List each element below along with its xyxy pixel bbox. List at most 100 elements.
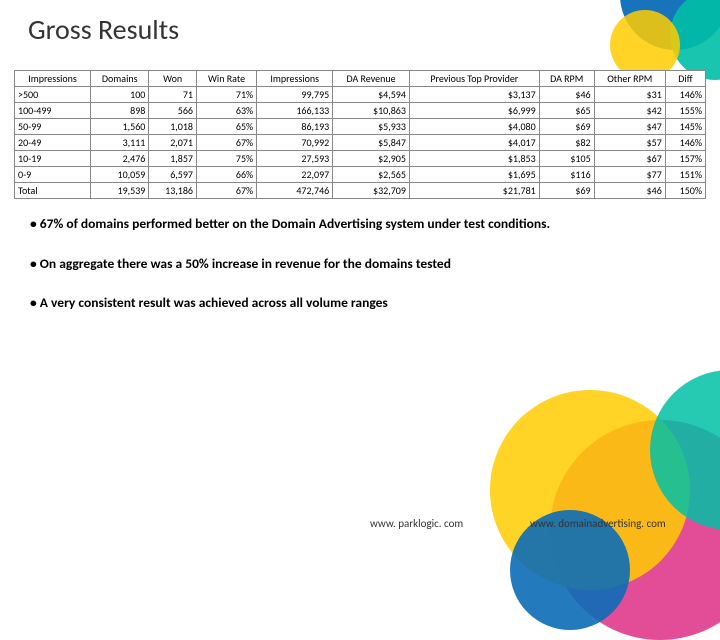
table-cell: $5,933 (333, 119, 410, 135)
table-cell: $4,080 (409, 119, 539, 135)
table-cell: $4,017 (409, 135, 539, 151)
table-cell: 65% (196, 119, 256, 135)
table-cell: $47 (594, 119, 665, 135)
table-cell: $77 (594, 167, 665, 183)
table-row: 0-910,0596,59766%22,097$2,565$1,695$116$… (15, 167, 706, 183)
table-cell: 2,071 (149, 135, 197, 151)
table-row: >5001007171%99,795$4,594$3,137$46$31146% (15, 87, 706, 103)
table-cell: $42 (594, 103, 665, 119)
table-cell: 2,476 (91, 151, 149, 167)
decorative-corner-top (590, 0, 720, 80)
table-cell: 86,193 (257, 119, 333, 135)
table-cell: 898 (91, 103, 149, 119)
table-column-header: DA RPM (539, 71, 594, 87)
table-cell: 10-19 (15, 151, 91, 167)
table-cell: Total (15, 183, 91, 199)
table-cell: 150% (665, 183, 705, 199)
table-column-header: Previous Top Provider (409, 71, 539, 87)
footer-url-parklogic: www. parklogic. com (370, 517, 463, 530)
table-column-header: Diff (665, 71, 705, 87)
table-row: 50-991,5601,01865%86,193$5,933$4,080$69$… (15, 119, 706, 135)
results-table-container: ImpressionsDomainsWonWin RateImpressions… (14, 70, 706, 199)
table-cell: $2,905 (333, 151, 410, 167)
table-cell: 75% (196, 151, 256, 167)
table-cell: 27,593 (257, 151, 333, 167)
table-cell: $21,781 (409, 183, 539, 199)
table-cell: $65 (539, 103, 594, 119)
table-cell: 70,992 (257, 135, 333, 151)
table-cell: $5,847 (333, 135, 410, 151)
table-cell: 100-499 (15, 103, 91, 119)
page-title: Gross Results (28, 12, 179, 47)
table-column-header: Won (149, 71, 197, 87)
bullet-item: • On aggregate there was a 50% increase … (30, 255, 690, 273)
table-cell: 155% (665, 103, 705, 119)
table-cell: 3,111 (91, 135, 149, 151)
table-header-row: ImpressionsDomainsWonWin RateImpressions… (15, 71, 706, 87)
table-cell: $4,594 (333, 87, 410, 103)
table-cell: 67% (196, 183, 256, 199)
table-cell: $69 (539, 119, 594, 135)
table-cell: 472,746 (257, 183, 333, 199)
table-cell: 1,560 (91, 119, 149, 135)
table-cell: 1,857 (149, 151, 197, 167)
table-cell: 67% (196, 135, 256, 151)
table-cell: 20-49 (15, 135, 91, 151)
table-cell: 146% (665, 135, 705, 151)
table-column-header: Domains (91, 71, 149, 87)
table-column-header: Win Rate (196, 71, 256, 87)
table-cell: 22,097 (257, 167, 333, 183)
table-cell: 10,059 (91, 167, 149, 183)
table-cell: $1,695 (409, 167, 539, 183)
table-cell: $3,137 (409, 87, 539, 103)
table-cell: $1,853 (409, 151, 539, 167)
table-column-header: Impressions (15, 71, 91, 87)
table-cell: 151% (665, 167, 705, 183)
table-cell: 71 (149, 87, 197, 103)
table-cell: >500 (15, 87, 91, 103)
table-row: Total19,53913,18667%472,746$32,709$21,78… (15, 183, 706, 199)
table-cell: 100 (91, 87, 149, 103)
table-cell: $82 (539, 135, 594, 151)
decorative-corner-bottom (480, 360, 720, 620)
table-cell: 19,539 (91, 183, 149, 199)
table-cell: 166,133 (257, 103, 333, 119)
table-cell: 145% (665, 119, 705, 135)
table-cell: $46 (539, 87, 594, 103)
table-cell: 566 (149, 103, 197, 119)
table-cell: $6,999 (409, 103, 539, 119)
table-column-header: Impressions (257, 71, 333, 87)
footer-url-domainadvertising: www. domainadvertising. com (530, 517, 666, 530)
table-cell: 66% (196, 167, 256, 183)
bullet-item: • 67% of domains performed better on the… (30, 215, 690, 233)
table-cell: $46 (594, 183, 665, 199)
table-cell: 63% (196, 103, 256, 119)
table-body: >5001007171%99,795$4,594$3,137$46$31146%… (15, 87, 706, 199)
table-row: 100-49989856663%166,133$10,863$6,999$65$… (15, 103, 706, 119)
table-cell: 157% (665, 151, 705, 167)
table-cell: 99,795 (257, 87, 333, 103)
bullet-item: • A very consistent result was achieved … (30, 294, 690, 312)
table-cell: $2,565 (333, 167, 410, 183)
table-cell: 0-9 (15, 167, 91, 183)
table-cell: $32,709 (333, 183, 410, 199)
table-cell: 6,597 (149, 167, 197, 183)
table-column-header: Other RPM (594, 71, 665, 87)
table-column-header: DA Revenue (333, 71, 410, 87)
table-cell: 71% (196, 87, 256, 103)
table-row: 10-192,4761,85775%27,593$2,905$1,853$105… (15, 151, 706, 167)
table-cell: 146% (665, 87, 705, 103)
results-table: ImpressionsDomainsWonWin RateImpressions… (14, 70, 706, 199)
table-cell: 1,018 (149, 119, 197, 135)
table-cell: $31 (594, 87, 665, 103)
table-cell: $67 (594, 151, 665, 167)
table-row: 20-493,1112,07167%70,992$5,847$4,017$82$… (15, 135, 706, 151)
table-cell: $10,863 (333, 103, 410, 119)
table-cell: $57 (594, 135, 665, 151)
table-cell: $69 (539, 183, 594, 199)
table-cell: 50-99 (15, 119, 91, 135)
table-cell: $116 (539, 167, 594, 183)
table-cell: 13,186 (149, 183, 197, 199)
bullet-list: • 67% of domains performed better on the… (30, 215, 690, 334)
table-cell: $105 (539, 151, 594, 167)
